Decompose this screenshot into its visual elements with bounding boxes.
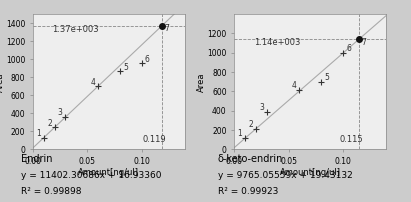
- Text: 3: 3: [259, 103, 264, 112]
- Text: 2: 2: [248, 120, 253, 129]
- Text: 0.119: 0.119: [143, 135, 166, 144]
- Text: δ-keto-endrin: δ-keto-endrin: [218, 154, 283, 164]
- Text: 1: 1: [36, 129, 41, 138]
- Text: y = 11402.30686x + 16.93360: y = 11402.30686x + 16.93360: [21, 171, 161, 180]
- Text: Endrin: Endrin: [21, 154, 52, 164]
- Y-axis label: Area: Area: [197, 72, 206, 92]
- X-axis label: Amount[ng/ul]: Amount[ng/ul]: [280, 167, 341, 177]
- Text: 4: 4: [292, 81, 297, 90]
- Text: 4: 4: [90, 78, 95, 86]
- Text: 0.115: 0.115: [339, 135, 363, 144]
- Text: 1.37e+003: 1.37e+003: [53, 25, 99, 34]
- Text: 5: 5: [324, 73, 329, 82]
- Text: 6: 6: [145, 55, 150, 63]
- Text: R² = 0.99898: R² = 0.99898: [21, 187, 81, 196]
- Text: 6: 6: [346, 44, 351, 53]
- Text: 1.14e+003: 1.14e+003: [254, 38, 300, 47]
- Text: 7: 7: [164, 24, 169, 33]
- Y-axis label: Area: Area: [0, 72, 5, 92]
- Text: 7: 7: [361, 38, 366, 47]
- Text: 1: 1: [238, 129, 242, 138]
- Text: 2: 2: [47, 119, 52, 128]
- Text: R² = 0.99923: R² = 0.99923: [218, 187, 278, 196]
- X-axis label: Amount[ng/ul]: Amount[ng/ul]: [79, 167, 139, 177]
- Text: y = 9765.05559x + 19.43132: y = 9765.05559x + 19.43132: [218, 171, 353, 180]
- Text: 5: 5: [123, 63, 128, 72]
- Text: 3: 3: [58, 108, 63, 117]
